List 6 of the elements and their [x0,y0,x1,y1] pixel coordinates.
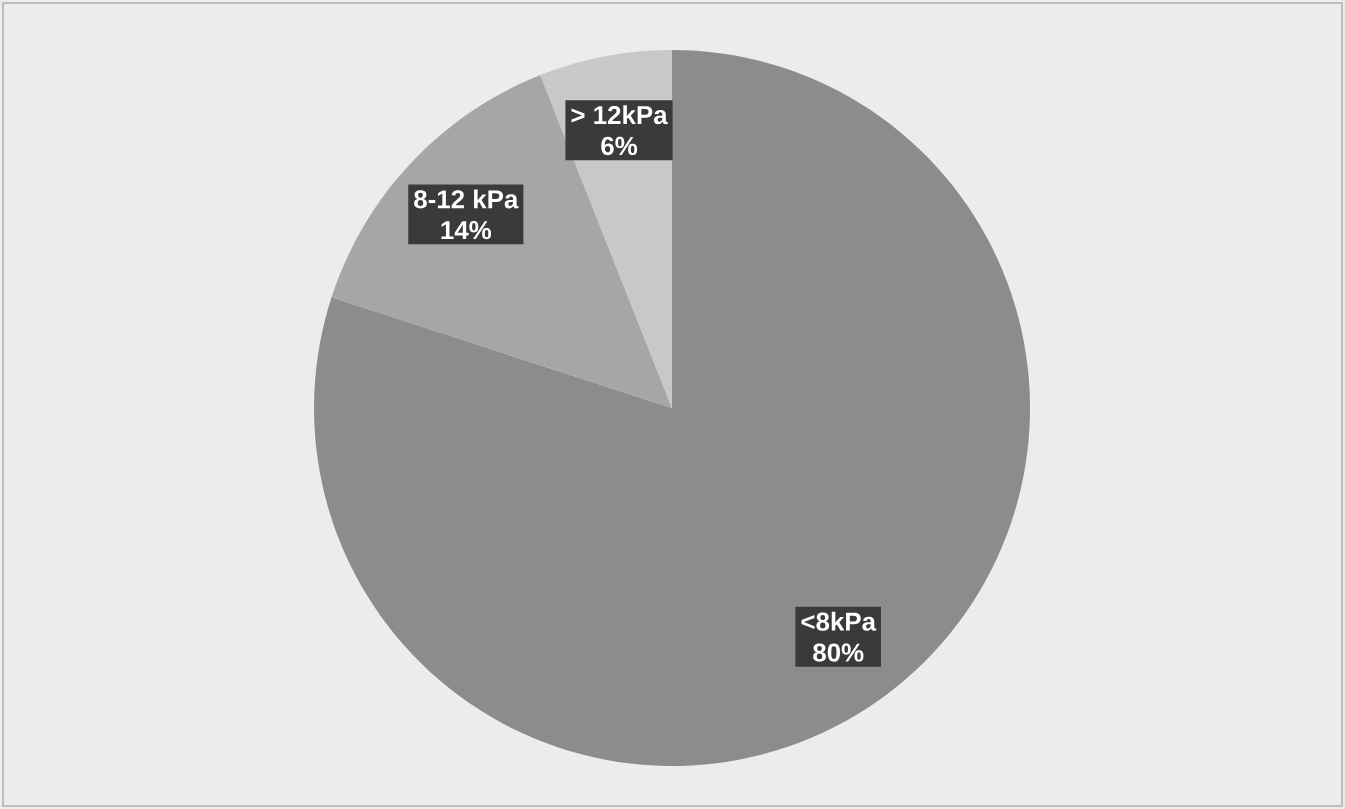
data-label: 6% [601,136,638,156]
slice-label: 8-12 kPa [414,189,519,209]
slice-label: <8kPa [801,611,877,631]
data-label: 80% [813,643,864,662]
data-label: 14% [441,221,492,240]
slice-label: > 12kPa [571,105,668,125]
